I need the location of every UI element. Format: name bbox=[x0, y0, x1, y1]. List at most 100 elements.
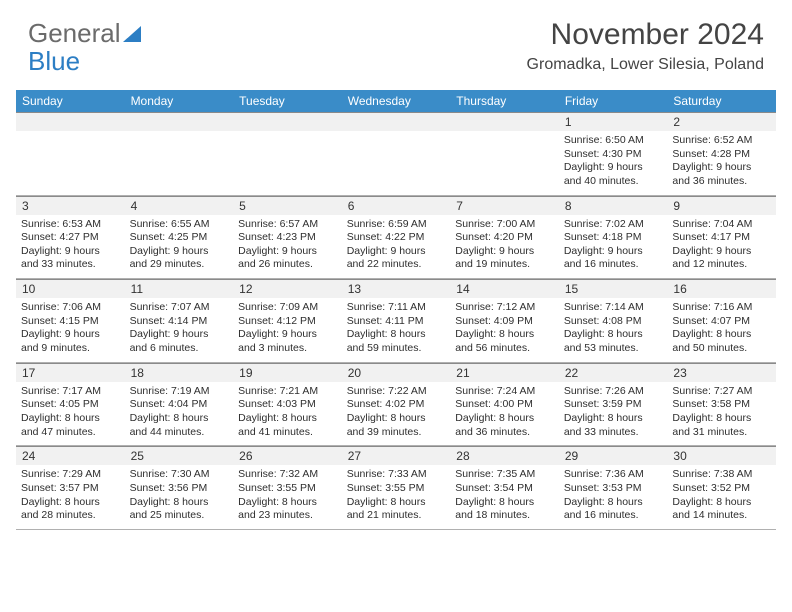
title-block: November 2024 Gromadka, Lower Silesia, P… bbox=[527, 18, 764, 74]
sunset-line: Sunset: 3:54 PM bbox=[455, 482, 554, 496]
day-cell: Sunrise: 7:27 AMSunset: 3:58 PMDaylight:… bbox=[667, 382, 776, 447]
day-cell: Sunrise: 7:21 AMSunset: 4:03 PMDaylight:… bbox=[233, 382, 342, 447]
day-number: 26 bbox=[233, 447, 342, 465]
day-number: 16 bbox=[667, 280, 776, 298]
day-cell: Sunrise: 6:55 AMSunset: 4:25 PMDaylight:… bbox=[125, 215, 234, 280]
daylight-line: Daylight: 9 hours and 9 minutes. bbox=[21, 328, 120, 355]
day-number: 24 bbox=[16, 447, 125, 465]
sunset-line: Sunset: 3:59 PM bbox=[564, 398, 663, 412]
daylight-line: Daylight: 8 hours and 21 minutes. bbox=[347, 496, 446, 523]
day-cell bbox=[233, 131, 342, 196]
day-cell: Sunrise: 6:50 AMSunset: 4:30 PMDaylight:… bbox=[559, 131, 668, 196]
sunset-line: Sunset: 4:08 PM bbox=[564, 315, 663, 329]
sunset-line: Sunset: 4:17 PM bbox=[672, 231, 771, 245]
day-number: 30 bbox=[667, 447, 776, 465]
sunrise-line: Sunrise: 7:02 AM bbox=[564, 218, 663, 232]
sunrise-line: Sunrise: 7:26 AM bbox=[564, 385, 663, 399]
daylight-line: Daylight: 8 hours and 23 minutes. bbox=[238, 496, 337, 523]
day-number: 25 bbox=[125, 447, 234, 465]
day-number: 6 bbox=[342, 197, 451, 215]
day-number bbox=[342, 113, 451, 131]
daylight-line: Daylight: 8 hours and 39 minutes. bbox=[347, 412, 446, 439]
sunset-line: Sunset: 3:56 PM bbox=[130, 482, 229, 496]
sunrise-line: Sunrise: 7:06 AM bbox=[21, 301, 120, 315]
day-cell: Sunrise: 7:33 AMSunset: 3:55 PMDaylight:… bbox=[342, 465, 451, 530]
daylight-line: Daylight: 9 hours and 40 minutes. bbox=[564, 161, 663, 188]
sunrise-line: Sunrise: 6:53 AM bbox=[21, 218, 120, 232]
sunrise-line: Sunrise: 7:16 AM bbox=[672, 301, 771, 315]
day-cell: Sunrise: 7:09 AMSunset: 4:12 PMDaylight:… bbox=[233, 298, 342, 363]
day-number: 21 bbox=[450, 364, 559, 382]
day-cell: Sunrise: 7:22 AMSunset: 4:02 PMDaylight:… bbox=[342, 382, 451, 447]
sunrise-line: Sunrise: 7:14 AM bbox=[564, 301, 663, 315]
calendar: SundayMondayTuesdayWednesdayThursdayFrid… bbox=[16, 90, 776, 530]
daylight-line: Daylight: 8 hours and 44 minutes. bbox=[130, 412, 229, 439]
sunset-line: Sunset: 4:15 PM bbox=[21, 315, 120, 329]
sunrise-line: Sunrise: 7:29 AM bbox=[21, 468, 120, 482]
sunrise-line: Sunrise: 7:22 AM bbox=[347, 385, 446, 399]
day-number: 23 bbox=[667, 364, 776, 382]
daylight-line: Daylight: 9 hours and 36 minutes. bbox=[672, 161, 771, 188]
sunset-line: Sunset: 4:09 PM bbox=[455, 315, 554, 329]
daylight-line: Daylight: 8 hours and 41 minutes. bbox=[238, 412, 337, 439]
sunrise-line: Sunrise: 7:11 AM bbox=[347, 301, 446, 315]
day-number: 7 bbox=[450, 197, 559, 215]
day-cell: Sunrise: 6:53 AMSunset: 4:27 PMDaylight:… bbox=[16, 215, 125, 280]
sunrise-line: Sunrise: 7:30 AM bbox=[130, 468, 229, 482]
day-cell: Sunrise: 7:04 AMSunset: 4:17 PMDaylight:… bbox=[667, 215, 776, 280]
day-cell: Sunrise: 7:38 AMSunset: 3:52 PMDaylight:… bbox=[667, 465, 776, 530]
day-number: 14 bbox=[450, 280, 559, 298]
day-cell: Sunrise: 7:19 AMSunset: 4:04 PMDaylight:… bbox=[125, 382, 234, 447]
content-row: Sunrise: 6:53 AMSunset: 4:27 PMDaylight:… bbox=[16, 215, 776, 280]
sunrise-line: Sunrise: 7:00 AM bbox=[455, 218, 554, 232]
day-number: 1 bbox=[559, 113, 668, 131]
day-cell: Sunrise: 7:07 AMSunset: 4:14 PMDaylight:… bbox=[125, 298, 234, 363]
day-number: 22 bbox=[559, 364, 668, 382]
sunrise-line: Sunrise: 7:24 AM bbox=[455, 385, 554, 399]
day-cell: Sunrise: 6:59 AMSunset: 4:22 PMDaylight:… bbox=[342, 215, 451, 280]
sunset-line: Sunset: 4:14 PM bbox=[130, 315, 229, 329]
daylight-line: Daylight: 8 hours and 53 minutes. bbox=[564, 328, 663, 355]
daynum-row: 10111213141516 bbox=[16, 279, 776, 298]
sunset-line: Sunset: 4:25 PM bbox=[130, 231, 229, 245]
day-number: 28 bbox=[450, 447, 559, 465]
daylight-line: Daylight: 8 hours and 14 minutes. bbox=[672, 496, 771, 523]
day-cell: Sunrise: 7:06 AMSunset: 4:15 PMDaylight:… bbox=[16, 298, 125, 363]
logo: General bbox=[28, 18, 147, 49]
day-cell: Sunrise: 7:36 AMSunset: 3:53 PMDaylight:… bbox=[559, 465, 668, 530]
sunset-line: Sunset: 4:00 PM bbox=[455, 398, 554, 412]
day-number: 11 bbox=[125, 280, 234, 298]
content-row: Sunrise: 7:17 AMSunset: 4:05 PMDaylight:… bbox=[16, 382, 776, 447]
daylight-line: Daylight: 8 hours and 36 minutes. bbox=[455, 412, 554, 439]
daylight-line: Daylight: 9 hours and 33 minutes. bbox=[21, 245, 120, 272]
daylight-line: Daylight: 9 hours and 26 minutes. bbox=[238, 245, 337, 272]
sunset-line: Sunset: 3:55 PM bbox=[347, 482, 446, 496]
daynum-row: 3456789 bbox=[16, 196, 776, 215]
sunset-line: Sunset: 3:55 PM bbox=[238, 482, 337, 496]
day-cell: Sunrise: 7:29 AMSunset: 3:57 PMDaylight:… bbox=[16, 465, 125, 530]
day-number: 19 bbox=[233, 364, 342, 382]
content-row: Sunrise: 7:29 AMSunset: 3:57 PMDaylight:… bbox=[16, 465, 776, 530]
sunrise-line: Sunrise: 7:21 AM bbox=[238, 385, 337, 399]
day-number: 12 bbox=[233, 280, 342, 298]
content-row: Sunrise: 7:06 AMSunset: 4:15 PMDaylight:… bbox=[16, 298, 776, 363]
day-cell: Sunrise: 6:52 AMSunset: 4:28 PMDaylight:… bbox=[667, 131, 776, 196]
day-cell: Sunrise: 7:02 AMSunset: 4:18 PMDaylight:… bbox=[559, 215, 668, 280]
day-number: 9 bbox=[667, 197, 776, 215]
daylight-line: Daylight: 8 hours and 28 minutes. bbox=[21, 496, 120, 523]
day-cell: Sunrise: 7:30 AMSunset: 3:56 PMDaylight:… bbox=[125, 465, 234, 530]
sunrise-line: Sunrise: 6:57 AM bbox=[238, 218, 337, 232]
day-cell: Sunrise: 7:00 AMSunset: 4:20 PMDaylight:… bbox=[450, 215, 559, 280]
day-number bbox=[16, 113, 125, 131]
weekday-label: Monday bbox=[125, 90, 234, 112]
daylight-line: Daylight: 9 hours and 29 minutes. bbox=[130, 245, 229, 272]
daylight-line: Daylight: 8 hours and 50 minutes. bbox=[672, 328, 771, 355]
daylight-line: Daylight: 9 hours and 12 minutes. bbox=[672, 245, 771, 272]
sunset-line: Sunset: 4:18 PM bbox=[564, 231, 663, 245]
logo-blue-text: Blue bbox=[28, 46, 80, 77]
day-number bbox=[125, 113, 234, 131]
day-number: 5 bbox=[233, 197, 342, 215]
sunset-line: Sunset: 3:52 PM bbox=[672, 482, 771, 496]
sunrise-line: Sunrise: 7:32 AM bbox=[238, 468, 337, 482]
sunset-line: Sunset: 3:57 PM bbox=[21, 482, 120, 496]
